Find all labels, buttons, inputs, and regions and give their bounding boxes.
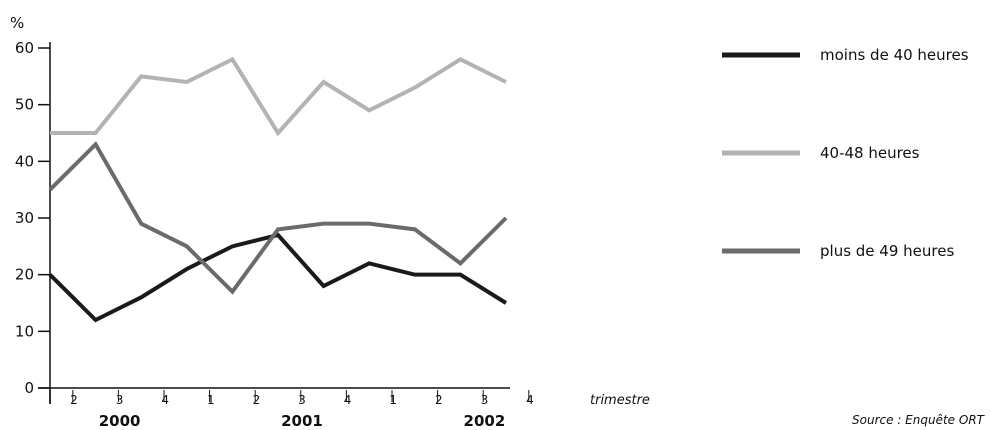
chart-axes: 0 10 20 30 40 50 60% 2 3 4 1 2 3 4 1 2 3 4 trimestre 2000 20… bbox=[10, 14, 650, 430]
y-tick-label: 30 bbox=[15, 209, 34, 227]
source-note: Source : Enquête ORT bbox=[852, 413, 986, 427]
series-2 bbox=[49, 56, 507, 137]
series-line bbox=[48, 141, 508, 295]
x-tick-label: 2 bbox=[253, 393, 261, 407]
legend: moins de 40 heures 40-48 heures plus de 49… bbox=[722, 46, 969, 260]
legend-label: 40-48 heures bbox=[820, 144, 920, 162]
y-axis-unit: % bbox=[10, 14, 24, 32]
year-label: 2002 bbox=[464, 412, 506, 430]
y-tick-label: 60 bbox=[15, 39, 34, 57]
y-tick-label: 10 bbox=[15, 322, 34, 340]
x-tick-label: 3 bbox=[116, 393, 124, 407]
series-3 bbox=[48, 141, 508, 295]
x-tick-label: 4 bbox=[161, 393, 169, 407]
legend-label: plus de 49 heures bbox=[820, 242, 954, 260]
x-tick-label: 4 bbox=[344, 393, 352, 407]
x-axis-label: trimestre bbox=[590, 393, 650, 408]
y-tick-label: 20 bbox=[15, 266, 34, 284]
x-tick-label: 2 bbox=[435, 393, 443, 407]
series-line bbox=[50, 56, 507, 137]
year-label: 2000 bbox=[99, 412, 141, 430]
y-tick-label: 0 bbox=[24, 379, 34, 397]
series-lines bbox=[48, 56, 508, 323]
x-tick-label: 3 bbox=[298, 393, 306, 407]
legend-label: moins de 40 heures bbox=[820, 46, 969, 64]
x-tick-label: 2 bbox=[70, 393, 78, 407]
x-tick-label: 1 bbox=[207, 393, 215, 407]
x-tick-label: 3 bbox=[481, 393, 489, 407]
series-1 bbox=[48, 232, 508, 323]
x-tick-label: 4 bbox=[526, 393, 534, 407]
x-tick-label: 1 bbox=[389, 393, 397, 407]
year-label: 2001 bbox=[281, 412, 323, 430]
y-tick-label: 50 bbox=[15, 96, 34, 114]
y-tick-label: 40 bbox=[15, 152, 34, 170]
